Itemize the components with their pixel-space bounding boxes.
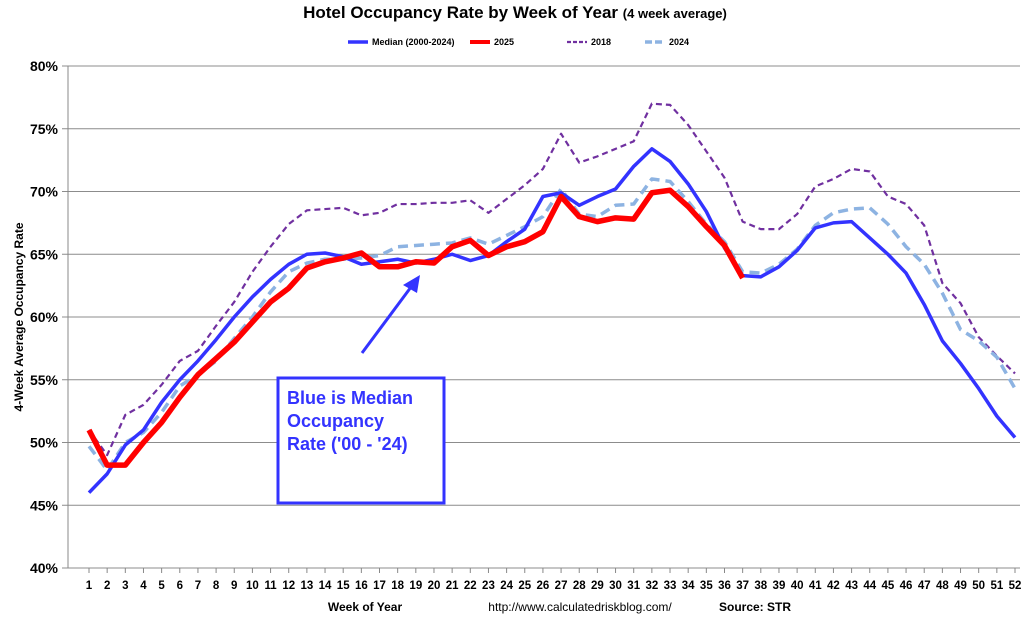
x-tick-label: 12 bbox=[282, 580, 295, 592]
x-tick-label: 6 bbox=[177, 580, 183, 592]
series-line-2018 bbox=[88, 102, 1016, 457]
annotation-line-1: Blue is Median bbox=[287, 388, 413, 408]
x-tick-label: 32 bbox=[645, 580, 658, 592]
x-tick-label: 40 bbox=[791, 580, 804, 592]
y-tick-label: 45% bbox=[30, 497, 59, 513]
x-tick-label: 18 bbox=[391, 580, 404, 592]
x-tick-label: 28 bbox=[573, 580, 586, 592]
legend-label: 2024 bbox=[669, 37, 689, 47]
x-tick-label: 2 bbox=[104, 580, 110, 592]
x-tick-label: 49 bbox=[954, 580, 967, 592]
y-tick-label: 70% bbox=[30, 184, 59, 200]
x-tick-label: 45 bbox=[882, 580, 895, 592]
x-tick-label: 30 bbox=[609, 580, 622, 592]
series-line-median-2000-2024 bbox=[87, 147, 1017, 494]
legend-label: Median (2000-2024) bbox=[372, 37, 455, 47]
annotation-line-3: Rate ('00 - '24) bbox=[287, 434, 408, 454]
y-tick-label: 50% bbox=[30, 435, 59, 451]
legend-label: 2018 bbox=[591, 37, 611, 47]
x-tick-label: 16 bbox=[355, 580, 368, 592]
x-tick-label: 5 bbox=[158, 580, 165, 592]
x-tick-label: 48 bbox=[936, 580, 949, 592]
y-tick-label: 55% bbox=[30, 372, 59, 388]
source-url: http://www.calculatedriskblog.com/ bbox=[488, 600, 672, 614]
series-lines bbox=[86, 102, 1017, 494]
chart-title: Hotel Occupancy Rate by Week of Year (4 … bbox=[303, 3, 727, 22]
x-axis-ticks: 1 2 3 4 5 6 7 8 9 10 11 12 13 14 15 16 17 18 19 20 21 22 23 24 2… bbox=[86, 568, 1022, 592]
x-axis-label: Week of Year bbox=[328, 600, 403, 614]
annotation-line-2: Occupancy bbox=[287, 411, 384, 431]
x-tick-label: 15 bbox=[337, 580, 350, 592]
annotation-arrow bbox=[360, 282, 416, 354]
x-tick-label: 36 bbox=[718, 580, 731, 592]
x-tick-label: 31 bbox=[627, 580, 640, 592]
x-tick-label: 9 bbox=[231, 580, 237, 592]
series-line-2024 bbox=[87, 177, 1017, 472]
x-tick-label: 21 bbox=[446, 580, 459, 592]
x-tick-label: 37 bbox=[736, 580, 749, 592]
legend: Median (2000-2024) 2025 2018 2024 bbox=[348, 37, 689, 47]
x-tick-label: 42 bbox=[827, 580, 840, 592]
x-tick-label: 17 bbox=[373, 580, 386, 592]
x-tick-label: 50 bbox=[972, 580, 985, 592]
arrow-head-icon bbox=[403, 275, 420, 293]
y-tick-label: 40% bbox=[30, 560, 59, 576]
x-tick-label: 13 bbox=[300, 580, 313, 592]
y-tick-label: 65% bbox=[30, 246, 59, 262]
x-tick-label: 10 bbox=[246, 580, 259, 592]
x-tick-label: 51 bbox=[990, 580, 1003, 592]
x-tick-label: 33 bbox=[664, 580, 677, 592]
x-tick-label: 44 bbox=[863, 580, 876, 592]
x-tick-label: 27 bbox=[555, 580, 568, 592]
x-tick-label: 43 bbox=[845, 580, 858, 592]
gridlines bbox=[62, 65, 1020, 569]
legend-label: 2025 bbox=[494, 37, 514, 47]
y-tick-label: 80% bbox=[30, 58, 59, 74]
x-tick-label: 4 bbox=[140, 580, 147, 592]
x-tick-label: 23 bbox=[482, 580, 495, 592]
x-tick-label: 19 bbox=[409, 580, 422, 592]
x-tick-label: 46 bbox=[900, 580, 913, 592]
y-axis-label: 4-Week Average Occupancy Rate bbox=[12, 222, 26, 411]
y-tick-label: 60% bbox=[30, 309, 59, 325]
x-tick-label: 24 bbox=[500, 580, 513, 592]
x-tick-label: 1 bbox=[86, 580, 93, 592]
x-tick-label: 47 bbox=[918, 580, 931, 592]
annotation: Blue is Median Occupancy Rate ('00 - '24… bbox=[276, 275, 446, 505]
x-tick-label: 14 bbox=[319, 580, 332, 592]
x-tick-label: 39 bbox=[773, 580, 786, 592]
x-tick-label: 38 bbox=[754, 580, 767, 592]
x-tick-label: 29 bbox=[591, 580, 604, 592]
x-tick-label: 11 bbox=[264, 580, 277, 592]
x-tick-label: 34 bbox=[682, 580, 695, 592]
x-tick-label: 41 bbox=[809, 580, 822, 592]
x-tick-label: 7 bbox=[195, 580, 201, 592]
series-line-2025 bbox=[86, 187, 746, 468]
x-tick-label: 26 bbox=[537, 580, 550, 592]
x-tick-label: 35 bbox=[700, 580, 713, 592]
x-tick-label: 8 bbox=[213, 580, 220, 592]
x-tick-label: 25 bbox=[518, 580, 531, 592]
annotation-box bbox=[276, 376, 446, 505]
x-tick-label: 22 bbox=[464, 580, 477, 592]
y-axis-ticks: 40% 45% 50% 55% 60% 65% 70% 75% 80% bbox=[30, 58, 59, 576]
x-tick-label: 20 bbox=[428, 580, 441, 592]
x-tick-label: 52 bbox=[1009, 580, 1022, 592]
y-tick-label: 75% bbox=[30, 121, 59, 137]
source-label: Source: STR bbox=[719, 600, 791, 614]
x-tick-label: 3 bbox=[122, 580, 128, 592]
